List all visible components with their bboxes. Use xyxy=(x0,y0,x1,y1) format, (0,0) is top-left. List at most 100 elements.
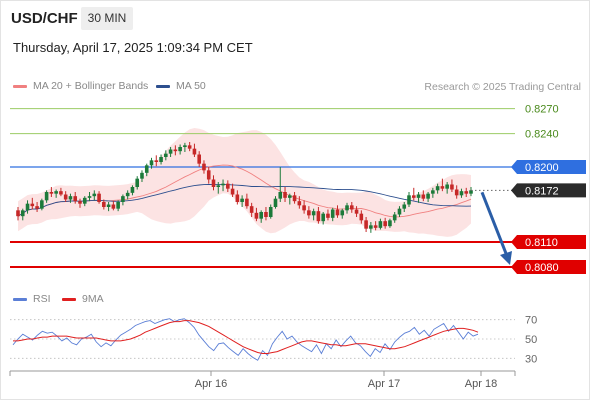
candle-body-15 xyxy=(87,196,92,198)
level-label-3: 0.8110 xyxy=(525,237,558,249)
candle-body-76 xyxy=(378,221,383,228)
candle-body-18 xyxy=(102,202,106,207)
current-price-label: 0.8172 xyxy=(525,185,559,197)
candle-body-8 xyxy=(54,191,58,194)
level-tag-3 xyxy=(511,235,586,249)
candle-body-79 xyxy=(392,214,397,221)
timeframe-button[interactable]: 30 MIN xyxy=(81,7,133,30)
level-label-4: 0.8080 xyxy=(525,262,559,274)
legend-ma50: MA 50 xyxy=(156,80,206,92)
candle-body-59 xyxy=(297,201,302,206)
candle-body-58 xyxy=(292,195,297,202)
candle-body-26 xyxy=(140,172,144,179)
projection-arrow-shaft xyxy=(480,191,509,257)
candle-body-92 xyxy=(454,189,459,196)
symbol-title: USD/CHF xyxy=(11,10,78,27)
candle-body-6 xyxy=(44,192,49,201)
candle-body-54 xyxy=(273,198,278,207)
legend-rsi-label: RSI xyxy=(33,293,51,305)
candle-body-27 xyxy=(144,165,149,173)
candle-body-70 xyxy=(349,205,354,210)
candle-body-93 xyxy=(459,191,464,196)
candle-body-44 xyxy=(226,183,230,189)
candle-body-33 xyxy=(173,149,178,152)
candle-body-66 xyxy=(330,209,335,218)
candle-body-60 xyxy=(302,205,306,211)
candle-body-84 xyxy=(416,194,421,198)
candle-body-25 xyxy=(135,178,140,187)
rsi-swatch xyxy=(13,297,27,301)
candle-body-3 xyxy=(30,203,35,207)
level-label-1: 0.8240 xyxy=(525,129,559,141)
candle-body-62 xyxy=(311,211,316,216)
candle-body-1 xyxy=(20,210,25,217)
candle-body-88 xyxy=(435,186,440,191)
candle-body-80 xyxy=(397,208,402,215)
candle-body-4 xyxy=(35,206,39,209)
candle-body-13 xyxy=(78,201,82,204)
bollinger-swatch xyxy=(13,84,27,88)
rsi-tick-2: 30 xyxy=(525,353,537,365)
x-tick-label-1: Apr 17 xyxy=(368,378,400,390)
candle-body-2 xyxy=(25,203,30,211)
candle-body-90 xyxy=(445,184,449,189)
candle-body-5 xyxy=(40,200,44,209)
candle-body-56 xyxy=(283,192,287,198)
candle-body-78 xyxy=(388,220,392,227)
candle-body-63 xyxy=(316,211,321,222)
candle-body-17 xyxy=(97,193,101,202)
candle-body-38 xyxy=(197,154,201,164)
rsi-tick-1: 50 xyxy=(525,334,537,346)
timestamp: Thursday, April 17, 2025 1:09:34 PM CET xyxy=(13,40,253,55)
candle-body-9 xyxy=(59,191,63,195)
ma50-swatch xyxy=(156,84,170,88)
candle-body-69 xyxy=(345,205,349,211)
legend-bollinger-label: MA 20 + Bollinger Bands xyxy=(33,80,149,92)
candle-body-48 xyxy=(245,198,249,207)
candle-body-47 xyxy=(240,198,244,202)
candle-body-89 xyxy=(440,186,445,189)
candle-body-45 xyxy=(230,188,235,195)
candle-body-30 xyxy=(159,157,163,162)
candle-body-61 xyxy=(307,210,311,216)
candle-body-20 xyxy=(111,204,116,209)
candle-body-64 xyxy=(321,213,325,222)
candle-body-86 xyxy=(426,193,430,199)
bollinger-band-fill xyxy=(18,128,471,237)
legend-ma50-label: MA 50 xyxy=(176,80,206,92)
rsi-tick-0: 70 xyxy=(525,315,537,327)
rsi-line xyxy=(12,318,479,361)
candle-body-11 xyxy=(68,196,73,200)
candle-body-49 xyxy=(249,206,254,213)
candle-body-77 xyxy=(383,221,387,227)
candle-body-42 xyxy=(216,185,221,187)
candle-body-75 xyxy=(373,225,378,228)
level-label-2: 0.8200 xyxy=(525,162,559,174)
x-tick-label-0: Apr 16 xyxy=(195,378,227,390)
candle-body-71 xyxy=(354,209,359,214)
candle-body-72 xyxy=(359,213,364,221)
candle-body-87 xyxy=(431,190,435,194)
candle-body-22 xyxy=(121,196,125,202)
candle-body-52 xyxy=(264,212,268,217)
legend-bollinger: MA 20 + Bollinger Bands xyxy=(13,80,148,92)
ma50-line xyxy=(17,184,472,217)
candle-body-53 xyxy=(268,207,273,217)
candle-body-40 xyxy=(206,170,211,180)
credit-text: Research © 2025 Trading Central xyxy=(424,81,581,93)
candle-body-50 xyxy=(254,212,259,219)
candle-body-41 xyxy=(211,179,216,187)
candle-body-46 xyxy=(235,194,240,202)
candle-body-37 xyxy=(192,148,197,155)
candle-body-82 xyxy=(407,195,411,205)
level-tag-4 xyxy=(511,260,586,274)
candle-body-85 xyxy=(421,194,426,199)
candle-body-68 xyxy=(340,210,345,216)
candle-body-67 xyxy=(335,209,340,216)
candle-body-57 xyxy=(288,195,292,198)
candle-body-39 xyxy=(202,163,206,171)
legend-rsi: RSI xyxy=(13,293,51,305)
candle-body-12 xyxy=(73,196,78,202)
candle-body-81 xyxy=(402,204,407,209)
x-tick-label-2: Apr 18 xyxy=(465,378,497,390)
